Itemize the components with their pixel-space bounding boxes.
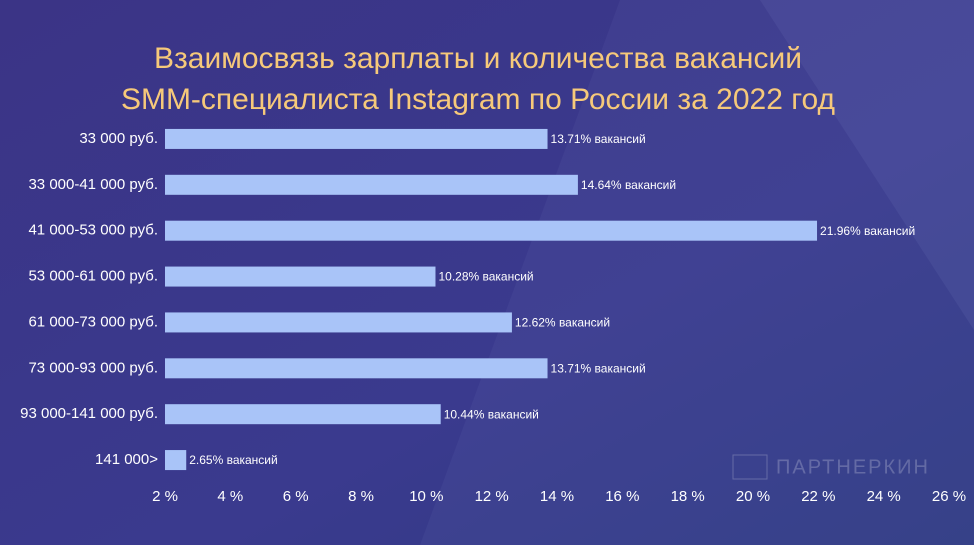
y-tick-label: 141 000>: [95, 451, 158, 468]
value-label: 12.62% вакансий: [515, 316, 610, 330]
y-tick-label: 33 000 руб.: [79, 130, 158, 147]
x-tick-label: 10 %: [409, 488, 443, 505]
y-tick-label: 93 000-141 000 руб.: [20, 405, 158, 422]
value-label: 14.64% вакансий: [581, 178, 676, 192]
value-label: 13.71% вакансий: [551, 132, 646, 146]
watermark-icon: [732, 454, 768, 480]
x-tick-label: 22 %: [801, 488, 835, 505]
bar: [165, 358, 548, 379]
x-tick-label: 24 %: [867, 488, 901, 505]
value-label: 13.71% вакансий: [551, 361, 646, 375]
bar: [165, 174, 578, 195]
x-tick-label: 12 %: [475, 488, 509, 505]
y-tick-label: 73 000-93 000 руб.: [28, 359, 158, 376]
value-label: 10.28% вакансий: [438, 270, 533, 284]
x-tick-label: 16 %: [605, 488, 639, 505]
bar: [165, 266, 436, 287]
background-shape: [420, 0, 974, 545]
x-tick-label: 26 %: [932, 488, 966, 505]
bar: [165, 220, 818, 241]
watermark: ПАРТНЕРКИН: [776, 456, 930, 478]
bar: [165, 312, 512, 333]
value-label: 21.96% вакансий: [820, 224, 915, 238]
x-tick-label: 4 %: [217, 488, 243, 505]
y-tick-label: 41 000-53 000 руб.: [28, 222, 158, 239]
x-tick-label: 20 %: [736, 488, 770, 505]
bar: [165, 128, 548, 149]
x-tick-label: 2 %: [152, 488, 178, 505]
chart-title: SMM-специалиста Instagram по России за 2…: [121, 83, 835, 116]
x-tick-label: 18 %: [671, 488, 705, 505]
x-tick-label: 6 %: [283, 488, 309, 505]
bar: [165, 404, 441, 425]
x-tick-label: 14 %: [540, 488, 574, 505]
bar: [165, 450, 187, 471]
value-label: 10.44% вакансий: [444, 407, 539, 421]
y-tick-label: 61 000-73 000 руб.: [28, 313, 158, 330]
y-tick-label: 53 000-61 000 руб.: [28, 268, 158, 285]
value-label: 2.65% вакансий: [189, 453, 278, 467]
chart-title: Взаимосвязь зарплаты и количества ваканс…: [154, 42, 802, 75]
y-tick-label: 33 000-41 000 руб.: [28, 176, 158, 193]
background-shape: [760, 0, 974, 330]
x-tick-label: 8 %: [348, 488, 374, 505]
